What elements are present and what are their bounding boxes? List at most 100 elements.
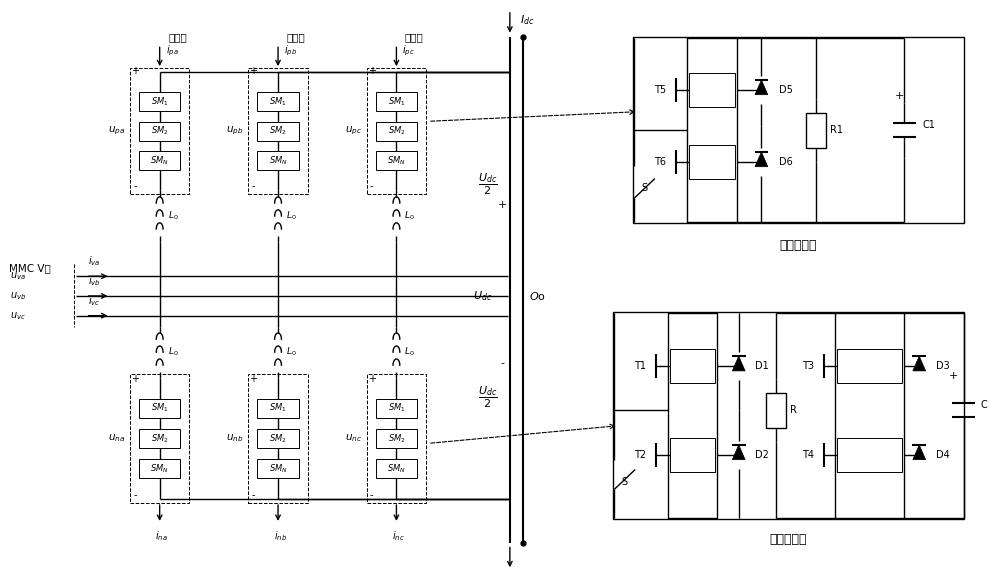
Text: -: - [252,490,255,500]
Text: S: S [621,477,627,487]
Text: $u_{pb}$: $u_{pb}$ [226,125,244,137]
Text: $SM_N$: $SM_N$ [150,154,169,167]
Text: T4: T4 [802,450,814,460]
Text: +: + [949,371,958,381]
Text: $SM_N$: $SM_N$ [387,154,406,167]
Text: $u_{vb}$: $u_{vb}$ [10,290,26,302]
Text: $SM_N$: $SM_N$ [387,462,406,475]
Text: $I_{dc}$: $I_{dc}$ [520,13,534,27]
Text: -: - [500,358,504,368]
Text: $u_{nc}$: $u_{nc}$ [345,433,362,444]
Bar [139,399,180,417]
Text: +: + [249,374,257,384]
Bar [376,152,417,170]
Bar [139,92,180,111]
Polygon shape [755,80,768,95]
Text: -: - [370,490,374,500]
Bar [139,152,180,170]
Text: $U_{dc}$: $U_{dc}$ [473,289,492,303]
Text: +: + [368,374,376,384]
Text: $L_0$: $L_0$ [404,210,415,222]
Text: D5: D5 [779,85,793,95]
Bar [376,429,417,448]
Polygon shape [732,356,745,371]
Bar [376,92,417,111]
Bar [367,68,426,194]
Bar [130,374,189,503]
Bar [670,349,715,383]
Text: $i_{vb}$: $i_{vb}$ [88,274,100,288]
Text: $L_0$: $L_0$ [404,346,415,358]
Text: T3: T3 [802,361,814,371]
Bar [257,92,299,111]
Text: -: - [133,490,137,500]
Text: $O$o: $O$o [529,290,546,302]
Bar [689,73,735,107]
Text: C: C [980,400,987,411]
Bar [367,374,426,503]
Bar [257,122,299,140]
Bar [670,438,715,471]
Text: $SM_1$: $SM_1$ [151,95,169,108]
Bar [613,312,964,519]
Text: -: - [252,181,255,191]
Polygon shape [755,152,768,167]
Text: $SM_2$: $SM_2$ [269,432,287,445]
Text: $SM_1$: $SM_1$ [388,95,405,108]
Text: $SM_2$: $SM_2$ [269,125,287,137]
Text: 半桥子模块: 半桥子模块 [780,239,817,252]
Bar [376,122,417,140]
Bar [376,460,417,478]
Text: $u_{pa}$: $u_{pa}$ [108,125,125,137]
Text: T5: T5 [654,85,666,95]
Bar [257,399,299,417]
Text: R1: R1 [830,125,843,135]
Text: T2: T2 [634,450,646,460]
Text: 相单元: 相单元 [405,32,424,43]
Bar [837,349,902,383]
Text: $i_{nb}$: $i_{nb}$ [274,529,287,542]
Text: $i_{na}$: $i_{na}$ [155,529,168,542]
Text: S: S [641,183,647,194]
Text: -: - [370,181,374,191]
Text: $SM_2$: $SM_2$ [388,432,405,445]
Text: $L_0$: $L_0$ [168,346,178,358]
Bar [633,37,964,223]
Text: $u_{vc}$: $u_{vc}$ [10,310,26,321]
Text: +: + [497,200,507,210]
Text: $i_{nc}$: $i_{nc}$ [392,529,405,542]
Bar [139,122,180,140]
Text: $SM_N$: $SM_N$ [269,462,287,475]
Text: $u_{nb}$: $u_{nb}$ [226,433,244,444]
Text: 相单元: 相单元 [168,32,187,43]
Text: $L_0$: $L_0$ [286,210,297,222]
Bar [248,68,308,194]
Text: +: + [131,374,139,384]
Text: +: + [895,91,904,101]
Text: $SM_1$: $SM_1$ [151,402,169,415]
Text: $SM_N$: $SM_N$ [269,154,287,167]
Text: 相单元: 相单元 [286,32,305,43]
Text: $L_0$: $L_0$ [286,346,297,358]
Polygon shape [913,356,926,371]
Text: 全桥子模块: 全桥子模块 [770,533,807,546]
Bar [766,393,786,428]
Text: +: + [368,66,376,76]
Text: +: + [249,66,257,76]
Text: C1: C1 [922,120,935,130]
Polygon shape [913,445,926,460]
Text: $L_0$: $L_0$ [168,210,178,222]
Bar [376,399,417,417]
Text: T1: T1 [634,361,646,371]
Text: $i_{pa}$: $i_{pa}$ [166,43,178,57]
Text: D3: D3 [936,361,950,371]
Bar [130,68,189,194]
Bar [689,145,735,178]
Text: MMC V点: MMC V点 [9,264,51,273]
Bar [257,429,299,448]
Text: R: R [790,406,797,415]
Text: $SM_1$: $SM_1$ [269,95,287,108]
Bar [139,460,180,478]
Bar [257,460,299,478]
Text: D4: D4 [936,450,950,460]
